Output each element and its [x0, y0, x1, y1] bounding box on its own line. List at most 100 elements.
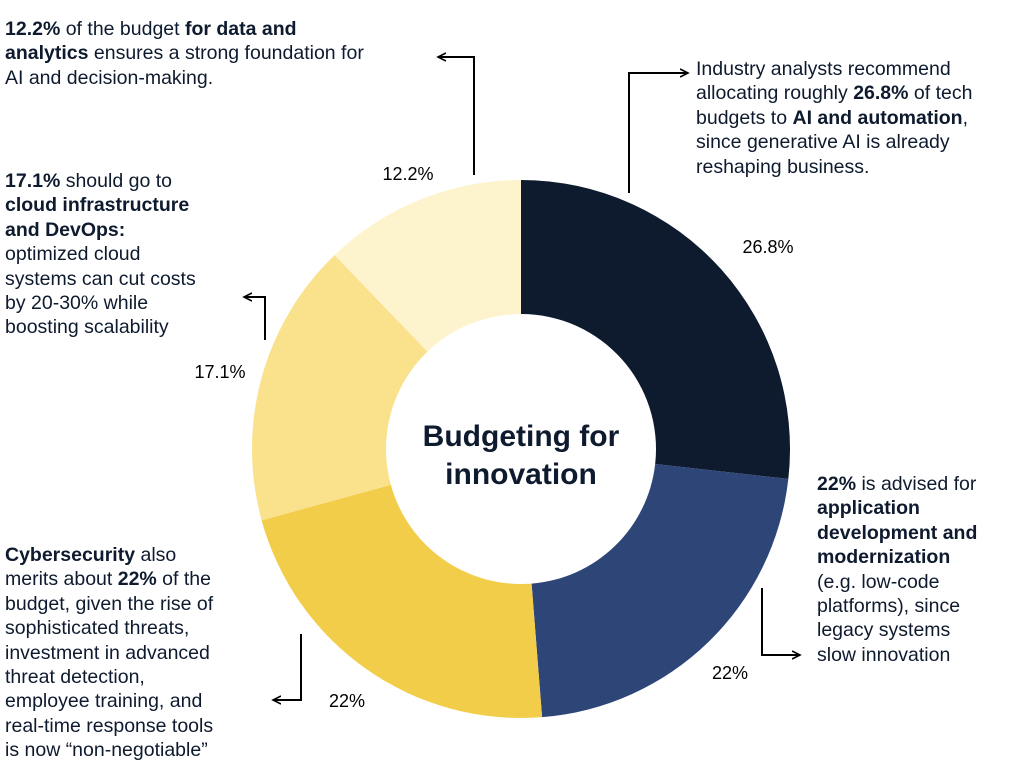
text-segment: ensures a strong foundation for: [88, 42, 364, 65]
annotation-line: slow innovation: [817, 643, 977, 667]
text-segment: ,: [962, 106, 969, 129]
annotation-line: legacy systems: [817, 618, 977, 642]
emphasis-text: development and: [817, 521, 978, 544]
annotation-line: Industry analysts recommend: [696, 57, 972, 81]
emphasis-text: application: [817, 497, 920, 520]
annotation-line: investment in advanced: [5, 641, 213, 665]
emphasis-text: 26.8%: [853, 82, 909, 105]
annotation-line: boosting scalability: [5, 315, 196, 339]
annotation-line: allocating roughly 26.8% of tech: [696, 81, 972, 105]
arrow-app-development: [761, 588, 800, 655]
emphasis-text: 22%: [117, 568, 157, 591]
emphasis-text: analytics: [5, 42, 89, 65]
slice-label: 22%: [329, 691, 365, 711]
text-segment: optimized cloud: [5, 243, 141, 266]
annotation-line: employee training, and: [5, 689, 213, 713]
text-segment: budgets to: [696, 106, 793, 129]
annotation-line: and DevOps:: [5, 218, 196, 242]
text-segment: since generative AI is already: [696, 131, 950, 154]
text-segment: budget, given the rise of: [5, 592, 214, 615]
text-segment: employee training, and: [5, 690, 203, 713]
annotation-line: application: [817, 496, 977, 520]
annotation-app-development: 22% is advised for application development…: [817, 472, 977, 667]
arrow-data-analytics: [438, 57, 475, 175]
annotation-line: 22% is advised for: [817, 472, 977, 496]
annotation-cloud-devops: 17.1% should go to cloud infrastructure an…: [5, 169, 196, 340]
text-segment: also: [135, 544, 177, 566]
annotation-line: is now “non-negotiable”: [5, 738, 213, 762]
text-segment: investment in advanced: [5, 641, 210, 664]
annotation-line: analytics ensures a strong foundation fo…: [5, 41, 364, 65]
annotation-line: reshaping business.: [696, 155, 972, 179]
text-segment: merits about: [5, 568, 118, 591]
text-segment: is advised for: [856, 473, 977, 495]
slice-label: 26.8%: [742, 237, 793, 257]
emphasis-text: Cybersecurity: [5, 544, 136, 566]
text-segment: Industry analysts recommend: [696, 58, 951, 80]
emphasis-text: and DevOps:: [5, 218, 126, 241]
annotation-line: budgets to AI and automation,: [696, 106, 972, 130]
annotation-line: (e.g. low-code: [817, 570, 977, 594]
annotation-line: since generative AI is already: [696, 130, 972, 154]
slice-label: 17.1%: [194, 362, 245, 382]
annotation-line: sophisticated threats,: [5, 616, 213, 640]
emphasis-text: for data and: [184, 18, 297, 40]
text-segment: should go to: [60, 170, 172, 192]
text-segment: legacy systems: [817, 619, 951, 642]
annotation-line: Cybersecurity also: [5, 543, 213, 567]
annotation-line: by 20-30% while: [5, 291, 196, 315]
donut-slice: [531, 464, 789, 718]
slice-label: 22%: [712, 663, 748, 683]
text-segment: reshaping business.: [696, 155, 870, 178]
annotation-line: AI and decision-making.: [5, 66, 364, 90]
annotation-ai-automation: Industry analysts recommend allocating ro…: [696, 57, 972, 179]
annotation-line: modernization: [817, 545, 977, 569]
annotation-line: optimized cloud: [5, 242, 196, 266]
text-segment: allocating roughly: [696, 82, 854, 105]
text-segment: AI and decision-making.: [5, 66, 214, 89]
text-segment: boosting scalability: [5, 316, 169, 339]
text-segment: sophisticated threats,: [5, 617, 190, 640]
annotation-line: systems can cut costs: [5, 267, 196, 291]
annotation-line: real-time response tools: [5, 714, 213, 738]
text-segment: is now “non-negotiable”: [5, 739, 208, 762]
annotation-line: cloud infrastructure: [5, 193, 196, 217]
arrow-ai-automation: [628, 73, 688, 193]
donut-slice: [521, 180, 790, 479]
emphasis-text: 12.2%: [5, 18, 61, 40]
annotation-line: threat detection,: [5, 665, 213, 689]
arrow-cloud-devops: [244, 297, 266, 340]
donut-slice: [261, 484, 543, 718]
annotation-line: 17.1% should go to: [5, 169, 196, 193]
connector-arrows: [244, 57, 800, 700]
text-segment: (e.g. low-code: [817, 570, 940, 593]
annotation-line: platforms), since: [817, 594, 977, 618]
emphasis-text: cloud infrastructure: [5, 194, 190, 217]
donut-slice: [334, 180, 521, 352]
annotation-data-analytics: 12.2% of the budget for data and analytic…: [5, 17, 364, 90]
annotation-line: budget, given the rise of: [5, 592, 213, 616]
arrow-cybersecurity: [273, 634, 302, 700]
text-segment: by 20-30% while: [5, 292, 149, 315]
chart-title-line-1: Budgeting for: [423, 420, 620, 453]
annotation-line: 12.2% of the budget for data and: [5, 17, 364, 41]
annotation-line: merits about 22% of the: [5, 567, 213, 591]
text-segment: of tech: [908, 82, 973, 105]
text-segment: systems can cut costs: [5, 267, 196, 290]
text-segment: of the budget: [60, 18, 185, 40]
annotation-cybersecurity: Cybersecurity also merits about 22% of th…: [5, 543, 213, 763]
emphasis-text: 22%: [817, 473, 857, 495]
donut-slice: [251, 255, 428, 521]
text-segment: real-time response tools: [5, 714, 214, 737]
chart-title-line-2: innovation: [445, 458, 597, 491]
text-segment: threat detection,: [5, 666, 145, 689]
slice-label: 12.2%: [382, 164, 433, 184]
text-segment: slow innovation: [817, 643, 951, 666]
emphasis-text: modernization: [817, 546, 951, 569]
annotation-line: development and: [817, 521, 977, 545]
emphasis-text: 17.1%: [5, 170, 61, 192]
text-segment: platforms), since: [817, 595, 961, 618]
text-segment: of the: [156, 568, 211, 591]
emphasis-text: AI and automation: [792, 106, 963, 129]
